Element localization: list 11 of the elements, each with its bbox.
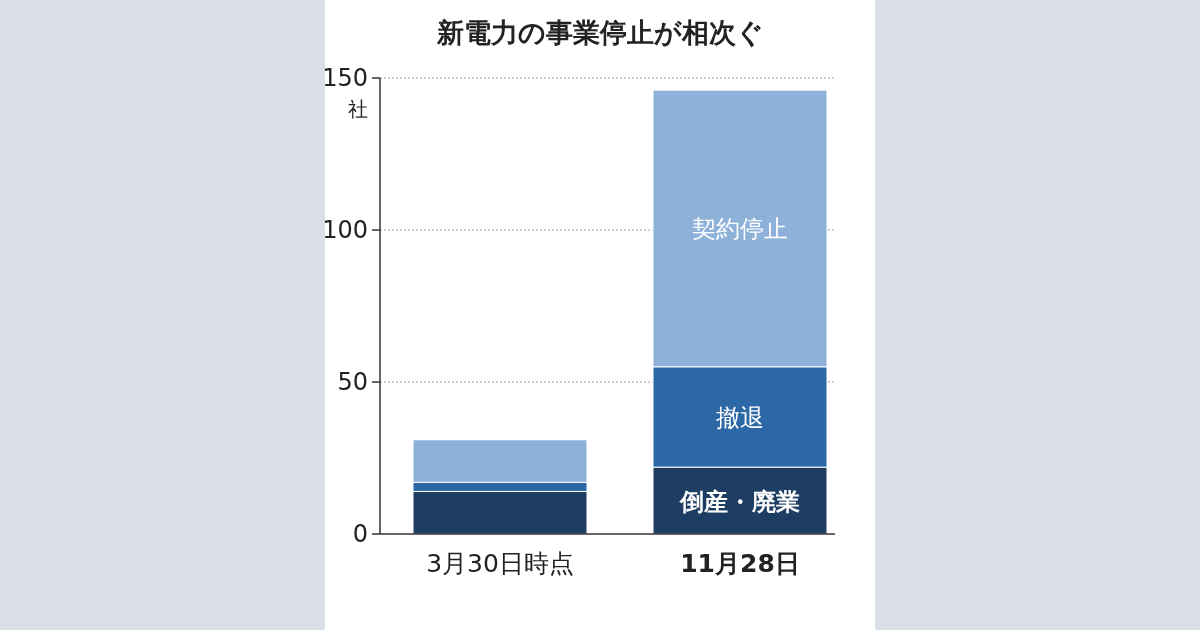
y-tick-label: 100 [322, 216, 368, 244]
y-axis-title: 社 [348, 97, 368, 121]
x-tick-label: 11月28日 [680, 549, 800, 578]
y-tick-label: 50 [337, 368, 368, 396]
series-label: 契約停止 [692, 215, 788, 244]
chart-title: 新電力の事業停止が相次ぐ [435, 17, 764, 48]
x-tick-label: 3月30日時点 [426, 549, 574, 578]
y-tick-label: 0 [352, 520, 368, 548]
y-tick-label: 150 [322, 64, 368, 92]
series-label: 撤退 [716, 403, 764, 432]
series-label: 倒産・廃業 [679, 487, 800, 516]
